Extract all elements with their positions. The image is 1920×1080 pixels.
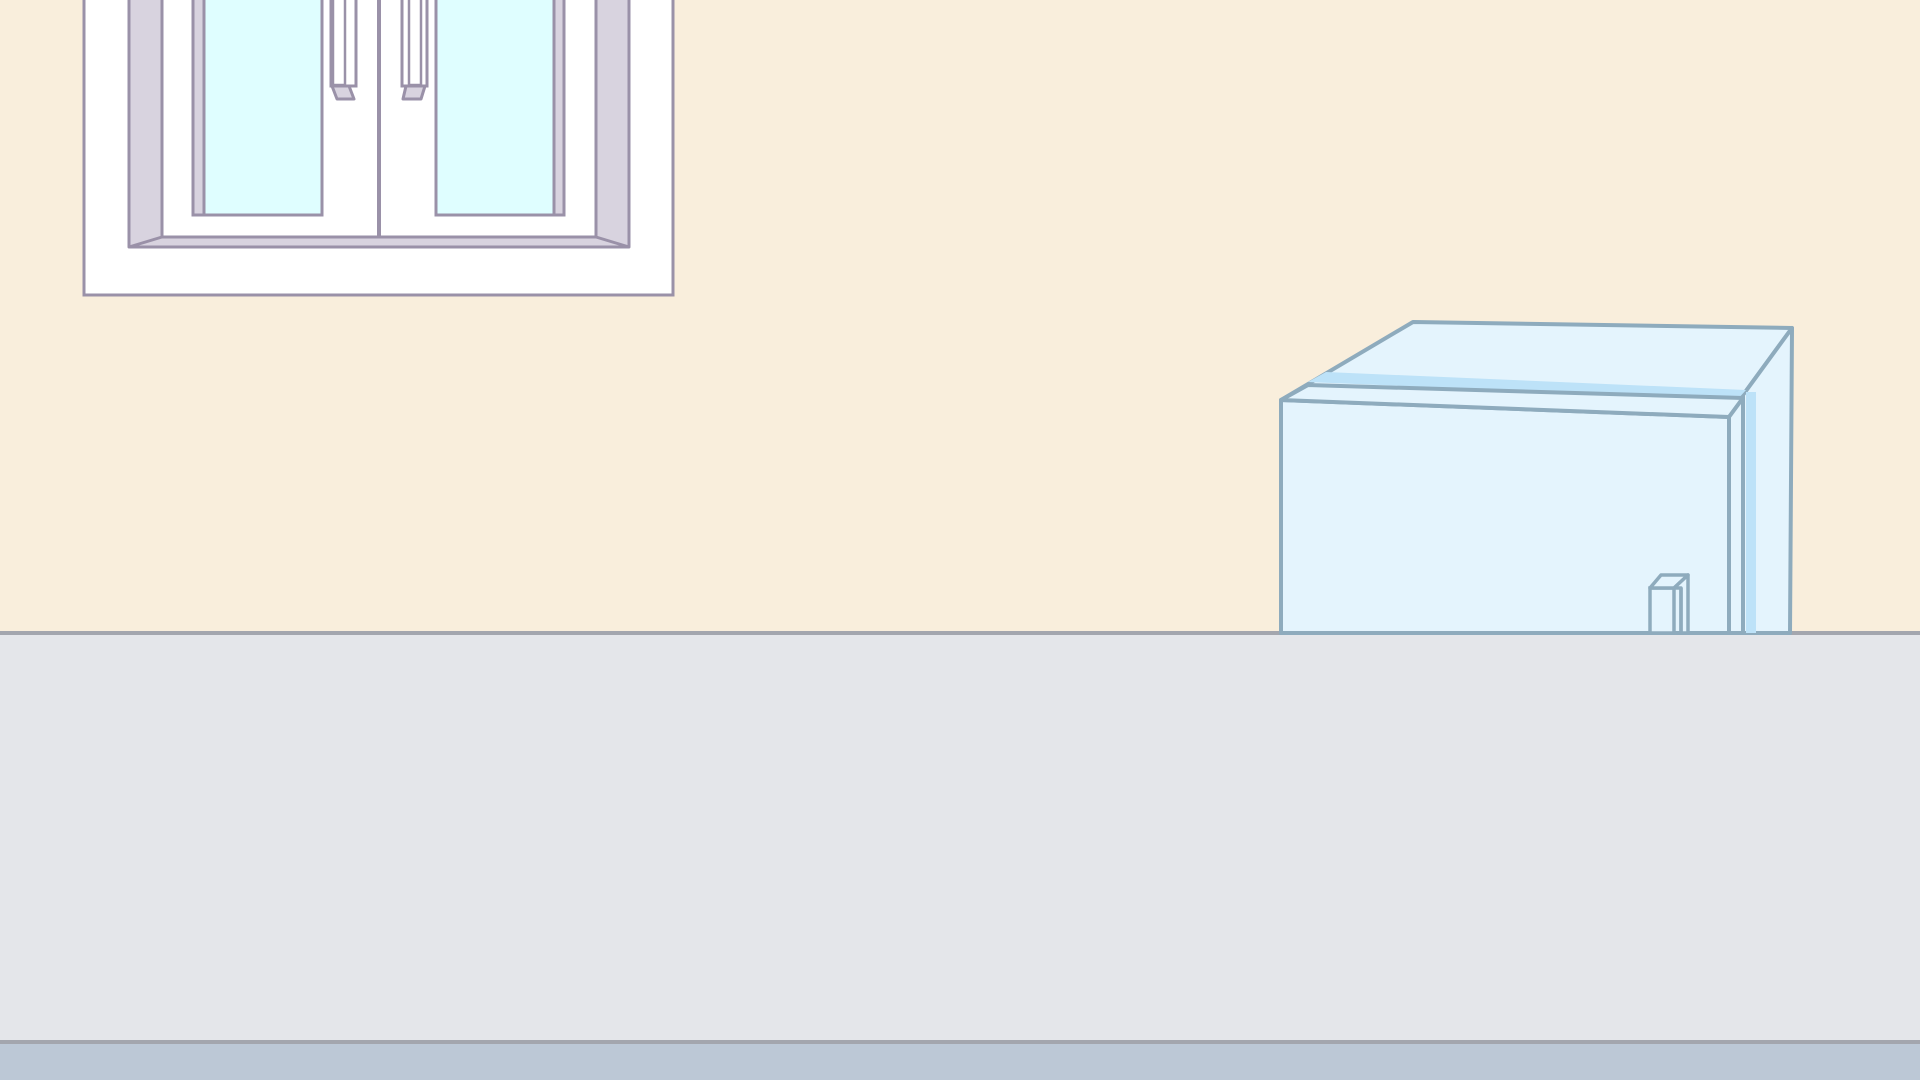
right-pane-glass: [434, 0, 556, 217]
sill-bevel-left: [128, 235, 163, 249]
right-handle-bar: [407, 0, 423, 87]
window-icon: [82, 0, 675, 297]
left-handle-tip: [330, 84, 356, 101]
left-pane-glass: [202, 0, 324, 217]
baseboard: [0, 1042, 1920, 1080]
fridge-door-side-edge: [1727, 396, 1745, 635]
refrigerator-icon: [1279, 320, 1794, 635]
left-handle-bar: [331, 0, 347, 87]
right-handle-tip: [401, 84, 427, 101]
floor: [0, 633, 1920, 1042]
fridge-handle[interactable]: [1648, 586, 1676, 635]
fridge-side-highlight: [1746, 392, 1756, 633]
sill-bevel-right: [595, 235, 630, 249]
